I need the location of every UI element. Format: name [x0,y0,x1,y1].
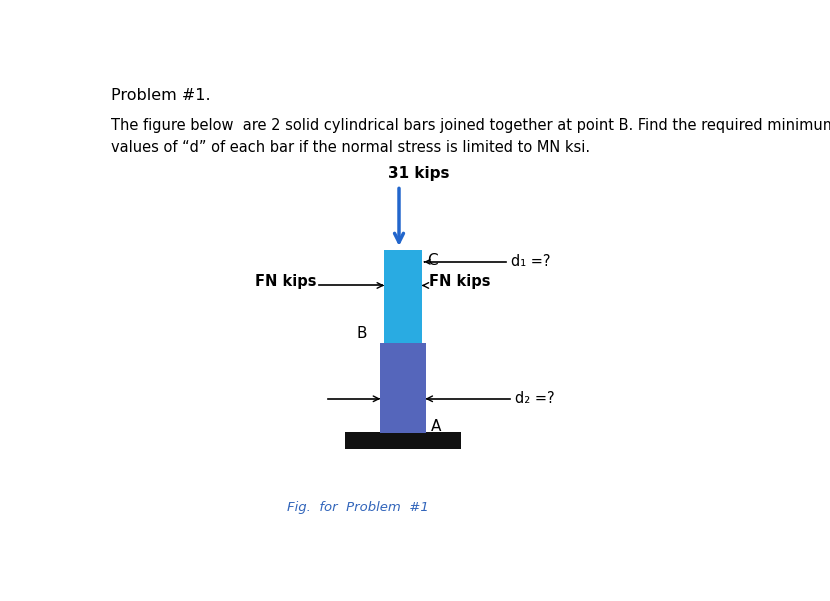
Text: d₂ =?: d₂ =? [515,391,554,406]
Text: C: C [427,252,438,267]
Bar [345,432,461,450]
Text: Fig.  for  Problem  #1: Fig. for Problem #1 [287,501,429,514]
Text: 31 kips: 31 kips [388,166,450,181]
Bar [383,250,422,343]
Bar [379,343,426,433]
Text: Problem #1.: Problem #1. [111,88,211,103]
Text: B: B [356,326,367,341]
Text: FN kips: FN kips [428,274,490,289]
Text: d₁ =?: d₁ =? [511,254,550,269]
Text: A: A [431,419,442,434]
Text: The figure below  are 2 solid cylindrical bars joined together at point B. Find : The figure below are 2 solid cylindrical… [111,118,830,155]
Text: FN kips: FN kips [255,274,316,289]
